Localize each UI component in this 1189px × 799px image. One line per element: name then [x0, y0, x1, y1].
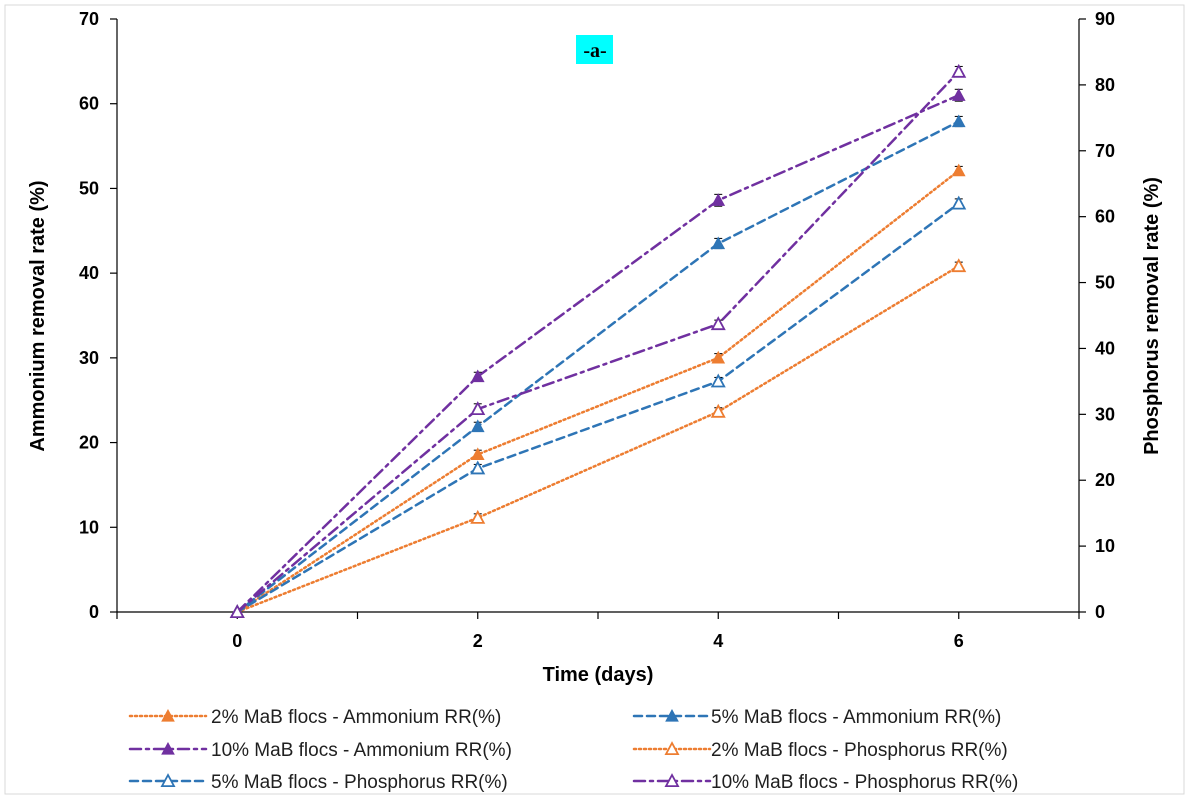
legend-item-2: 5% MaB flocs - Ammonium RR(%): [632, 707, 1001, 728]
y-left-tick-label: 0: [89, 602, 99, 622]
axis-ticks: 0 10 20 30 40 50 60 70 0 10 20 30 40 50 60 70 80 90 0 2 4 6: [79, 9, 1115, 651]
legend: 2% MaB flocs - Ammonium RR(%) 5% MaB floc…: [128, 707, 1018, 793]
series-1-line: [236, 169, 960, 614]
y-right-tick-label: 40: [1095, 338, 1115, 358]
data-point-marker: [951, 195, 967, 210]
legend-item-3: 10% MaB flocs - Ammonium RR(%): [128, 740, 512, 761]
y-axis-left-title: Ammonium removal rate (%): [27, 180, 49, 451]
series-6: [229, 63, 967, 618]
data-point-marker: [710, 403, 726, 418]
data-point-marker: [711, 236, 726, 250]
data-point-marker: [951, 258, 967, 273]
series-6-line: [236, 70, 960, 614]
legend-marker: [161, 708, 175, 722]
x-tick-label: 4: [713, 631, 723, 651]
y-right-tick-label: 60: [1095, 207, 1115, 227]
y-left-tick-label: 20: [79, 433, 99, 453]
data-point-marker: [470, 447, 485, 461]
data-point-marker: [951, 163, 966, 177]
legend-item-5: 5% MaB flocs - Phosphorus RR(%): [128, 772, 508, 793]
data-point-marker: [470, 460, 486, 475]
series-2-line: [236, 120, 960, 614]
data-point-marker: [470, 419, 485, 433]
legend-marker: [664, 773, 680, 787]
legend-item-4: 2% MaB flocs - Phosphorus RR(%): [632, 740, 1008, 761]
data-point-marker: [951, 88, 966, 101]
y-right-tick-label: 10: [1095, 536, 1115, 556]
series-5-line: [236, 202, 960, 614]
y-left-tick-label: 50: [79, 178, 99, 198]
y-left-tick-label: 40: [79, 263, 99, 283]
series-5: [229, 195, 967, 618]
series-4-line: [236, 264, 960, 614]
legend-marker: [160, 773, 176, 787]
y-right-tick-label: 0: [1095, 602, 1105, 622]
chart-title-background: [576, 35, 613, 64]
y-right-tick-label: 70: [1095, 141, 1115, 161]
data-point-marker: [711, 350, 726, 364]
data-point-marker: [710, 373, 726, 388]
y-left-tick-label: 70: [79, 9, 99, 29]
chart-title: -a-: [583, 40, 606, 62]
y-right-tick-label: 20: [1095, 470, 1115, 490]
data-point-marker: [951, 63, 967, 78]
data-point-marker: [710, 316, 726, 331]
x-tick-label: 6: [954, 631, 964, 651]
legend-item-6: 10% MaB flocs - Phosphorus RR(%): [632, 772, 1018, 793]
data-point-marker: [711, 193, 726, 206]
x-tick-label: 0: [232, 631, 242, 651]
data-point-marker: [951, 114, 966, 128]
chart-border: [4, 4, 1185, 795]
legend-label: 5% MaB flocs - Ammonium RR(%): [711, 707, 1001, 728]
y-left-tick-label: 30: [79, 348, 99, 368]
legend-marker: [161, 741, 175, 755]
y-left-tick-label: 10: [79, 517, 99, 537]
legend-label: 5% MaB flocs - Phosphorus RR(%): [211, 772, 508, 793]
data-point-marker: [229, 604, 245, 618]
data-point-marker: [470, 369, 485, 383]
y-right-tick-label: 50: [1095, 273, 1115, 293]
series-layer: [229, 63, 967, 618]
y-right-tick-label: 30: [1095, 404, 1115, 424]
legend-label: 10% MaB flocs - Ammonium RR(%): [211, 740, 512, 761]
data-point-marker: [470, 401, 486, 416]
x-tick-label: 2: [473, 631, 483, 651]
chart-title-group: -a-: [576, 35, 613, 64]
x-axis-title: Time (days): [543, 664, 654, 686]
data-point-marker: [470, 509, 486, 524]
y-left-tick-label: 60: [79, 94, 99, 114]
legend-item-1: 2% MaB flocs - Ammonium RR(%): [128, 707, 501, 728]
legend-marker: [665, 708, 679, 722]
legend-label: 2% MaB flocs - Phosphorus RR(%): [711, 740, 1008, 761]
series-3-line: [236, 93, 960, 614]
y-right-tick-label: 80: [1095, 75, 1115, 95]
legend-marker: [664, 741, 680, 755]
y-axis-right-title: Phosphorus removal rate (%): [1141, 177, 1163, 455]
legend-label: 10% MaB flocs - Phosphorus RR(%): [711, 772, 1018, 793]
legend-label: 2% MaB flocs - Ammonium RR(%): [211, 707, 501, 728]
y-right-tick-label: 90: [1095, 9, 1115, 29]
